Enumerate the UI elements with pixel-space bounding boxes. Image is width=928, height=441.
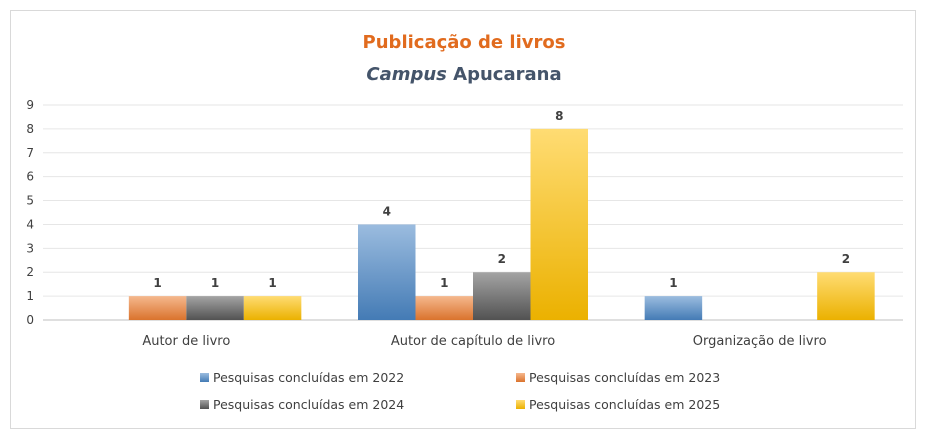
y-tick-label: 5 xyxy=(26,194,34,208)
gridlines xyxy=(43,104,903,321)
y-tick-label: 6 xyxy=(26,170,34,184)
y-tick-label: 8 xyxy=(26,122,34,136)
bars xyxy=(128,128,875,320)
legend-label: Pesquisas concluídas em 2025 xyxy=(529,397,720,412)
y-tick-label: 7 xyxy=(26,146,34,160)
data-label: 1 xyxy=(211,276,219,290)
data-labels: 1 1 1 4 1 2 8 1 2 xyxy=(153,109,850,290)
chart-subtitle: Campus Apucarana xyxy=(0,62,928,88)
bar-organizacao-de-livro-pesquisas-concluidas-em-2025 xyxy=(817,272,875,320)
bar-organizacao-de-livro-pesquisas-concluidas-em-2022 xyxy=(644,296,703,320)
legend-swatch-pesquisas-concluidas-em-2024 xyxy=(200,400,209,409)
y-tick-label: 4 xyxy=(26,217,34,231)
bar-autor-de-capitulo-de-livro-pesquisas-concluidas-em-2024 xyxy=(473,272,531,320)
bar-autor-de-capitulo-de-livro-pesquisas-concluidas-em-2023 xyxy=(415,296,473,320)
bar-autor-de-capitulo-de-livro-pesquisas-concluidas-em-2022 xyxy=(358,224,416,320)
x-category-label: Autor de livro xyxy=(142,334,230,349)
bar-autor-de-capitulo-de-livro-pesquisas-concluidas-em-2025 xyxy=(530,128,588,320)
y-tick-label: 3 xyxy=(26,241,34,255)
legend-swatch-pesquisas-concluidas-em-2025 xyxy=(516,400,525,409)
legend-swatch-pesquisas-concluidas-em-2022 xyxy=(200,373,209,382)
legend-label: Pesquisas concluídas em 2022 xyxy=(213,370,404,385)
y-tick-label: 2 xyxy=(26,265,34,279)
bar-autor-de-livro-pesquisas-concluidas-em-2025 xyxy=(243,296,302,320)
legend-label: Pesquisas concluídas em 2023 xyxy=(529,370,720,385)
chart-frame xyxy=(10,10,916,429)
y-axis-ticks: 0 1 2 3 4 5 6 7 8 9 xyxy=(26,98,34,327)
y-tick-label: 0 xyxy=(26,313,34,327)
x-category-label: Autor de capítulo de livro xyxy=(391,334,555,349)
legend: Pesquisas concluídas em 2022 Pesquisas co… xyxy=(200,370,720,412)
y-tick-label: 1 xyxy=(26,289,34,303)
y-tick-label: 9 xyxy=(26,98,34,112)
bar-autor-de-livro-pesquisas-concluidas-em-2023 xyxy=(128,296,187,320)
chart-title: Publicação de livros xyxy=(362,32,566,53)
bar-autor-de-livro-pesquisas-concluidas-em-2024 xyxy=(186,296,244,320)
data-label: 1 xyxy=(440,276,448,290)
chart-subtitle-name: Apucarana xyxy=(446,64,562,85)
data-label: 4 xyxy=(383,204,391,218)
data-label: 8 xyxy=(555,109,563,123)
chart-subtitle-campus: Campus xyxy=(366,64,447,85)
data-label: 2 xyxy=(498,252,506,266)
data-label: 1 xyxy=(669,276,677,290)
x-category-label: Organização de livro xyxy=(693,334,827,349)
legend-swatch-pesquisas-concluidas-em-2023 xyxy=(516,373,525,382)
legend-label: Pesquisas concluídas em 2024 xyxy=(213,397,404,412)
data-label: 1 xyxy=(153,276,161,290)
x-axis-categories: Autor de livro Autor de capítulo de livro… xyxy=(142,334,826,349)
data-label: 1 xyxy=(268,276,276,290)
data-label: 2 xyxy=(842,252,850,266)
